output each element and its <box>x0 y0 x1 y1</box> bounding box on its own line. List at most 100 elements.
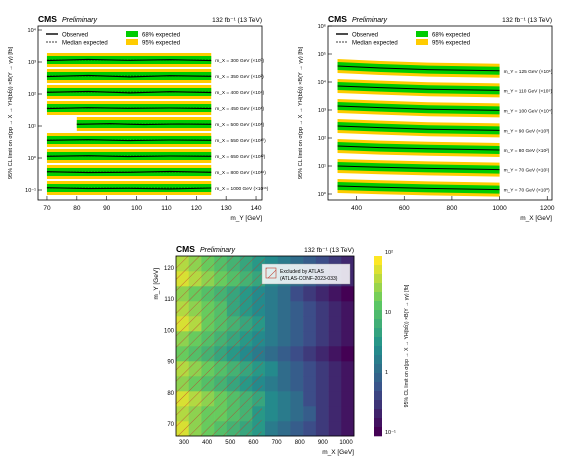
heatmap-cell <box>328 331 342 347</box>
observed-line <box>337 65 500 72</box>
colorbar-segment <box>374 373 382 383</box>
y-axis-label: m_Y [GeV] <box>153 268 160 300</box>
y-tick-label: 120 <box>164 266 175 272</box>
legend-hatch-swatch <box>265 267 277 279</box>
y-tick-label: 10⁰ <box>318 191 327 198</box>
y-tick-label: 10¹ <box>28 124 36 130</box>
colorbar-segment <box>374 283 382 293</box>
y-tick-label: 10¹ <box>318 164 326 170</box>
heatmap-cell <box>328 406 342 422</box>
heatmap-cell <box>265 376 279 392</box>
heatmap-cell <box>277 331 291 347</box>
heatmap-cell <box>341 346 355 362</box>
heatmap-cell <box>290 406 304 422</box>
heatmap-cell <box>341 421 355 437</box>
observed-line <box>46 74 212 78</box>
observed-line <box>46 170 212 174</box>
preliminary-label: Preliminary <box>352 17 388 24</box>
heatmap-cell <box>315 301 329 317</box>
heatmap-cell <box>315 286 329 302</box>
heatmap-cell <box>290 421 304 437</box>
colorbar-segment <box>374 355 382 365</box>
band68 <box>337 102 500 115</box>
legend-expected-label: Median expected <box>62 41 108 47</box>
band-label: m_Y = 110 GeV (×10⁵) <box>504 88 553 94</box>
heatmap-cell <box>341 361 355 377</box>
heatmap-cell <box>277 421 291 437</box>
heatmap-cell <box>303 421 317 437</box>
band68 <box>337 142 500 154</box>
heatmap-cell <box>303 406 317 422</box>
heatmap-cell <box>315 421 329 437</box>
heatmap-cell <box>265 421 279 437</box>
legend-box <box>261 263 351 285</box>
cms-label: CMS <box>176 244 195 254</box>
y-tick-label: 10² <box>318 136 326 142</box>
colorbar-segment <box>374 391 382 401</box>
heatmap-cell <box>265 316 279 332</box>
x-tick-label: 70 <box>43 205 51 212</box>
lumi-label: 132 fb⁻¹ (13 TeV) <box>304 247 354 254</box>
heatmap-cell <box>328 316 342 332</box>
band-label: m_X = 350 GeV (×10²) <box>215 74 264 80</box>
heatmap-cell <box>303 361 317 377</box>
heatmap-cell <box>315 376 329 392</box>
colorbar-segment <box>374 274 382 284</box>
heatmap-cell <box>277 346 291 362</box>
heatmap-cell <box>341 316 355 332</box>
heatmap-cell <box>290 331 304 347</box>
observed-line <box>337 165 500 171</box>
x-axis-label: m_X [GeV] <box>520 215 552 222</box>
band-label: m_Y = 125 GeV (×10⁶) <box>504 69 553 75</box>
x-tick-label: 100 <box>131 205 142 212</box>
x-tick-label: 120 <box>191 205 202 212</box>
x-tick-label: 130 <box>221 205 232 212</box>
heatmap-cell <box>290 346 304 362</box>
legend-label: Excluded by ATLAS <box>280 269 324 275</box>
x-tick-label: 600 <box>248 440 259 446</box>
heatmap-cell <box>277 361 291 377</box>
colorbar-segment <box>374 319 382 329</box>
heatmap-cell <box>303 376 317 392</box>
colorbar-segment <box>374 400 382 410</box>
observed-line <box>337 145 500 151</box>
colorbar-segment <box>374 265 382 275</box>
colorbar-tick-label: 10 <box>385 310 391 316</box>
heatmap-cell <box>328 361 342 377</box>
heatmap-cell <box>315 316 329 332</box>
y-tick-label: 10³ <box>318 108 326 114</box>
x-tick-label: 400 <box>202 440 213 446</box>
heatmap-cell <box>265 361 279 377</box>
heatmap-cell <box>303 331 317 347</box>
lumi-label: 132 fb⁻¹ (13 TeV) <box>212 17 262 24</box>
heatmap-cell <box>290 391 304 407</box>
colorbar-tick-label: 1 <box>385 370 388 376</box>
heatmap-cell <box>341 406 355 422</box>
heatmap-cell <box>277 376 291 392</box>
y-axis-label: 95% CL limit on σ(pp → X → YH(bb̄)) ×B(Y… <box>7 46 14 179</box>
band-label: m_X = 500 GeV (×10⁸) <box>215 122 264 128</box>
observed-line <box>337 105 500 111</box>
heatmap-cell <box>303 391 317 407</box>
band-label: m_X = 650 GeV (×10¹²) <box>215 154 266 160</box>
heatmap-cell <box>277 316 291 332</box>
heatmap-cell <box>265 286 279 302</box>
observed-line <box>46 155 212 158</box>
observed-line <box>337 85 500 91</box>
legend-band95-label: 95% expected <box>432 41 470 47</box>
heatmap-cell <box>315 391 329 407</box>
observed-line <box>46 187 212 190</box>
x-tick-label: 140 <box>251 205 262 212</box>
plot-frame <box>175 255 355 437</box>
legend-band68-swatch <box>126 31 138 37</box>
x-tick-label: 400 <box>351 205 362 212</box>
band-label: m_Y = 80 GeV (×10²) <box>504 148 550 154</box>
x-tick-label: 900 <box>318 440 329 446</box>
preliminary-label: Preliminary <box>62 17 98 24</box>
y-tick-label: 10⁰ <box>28 155 37 162</box>
y-tick-label: 100 <box>164 328 175 334</box>
x-tick-label: 800 <box>446 205 457 212</box>
x-tick-label: 1200 <box>540 205 555 212</box>
heatmap-cell <box>265 391 279 407</box>
heatmap-cell <box>265 406 279 422</box>
